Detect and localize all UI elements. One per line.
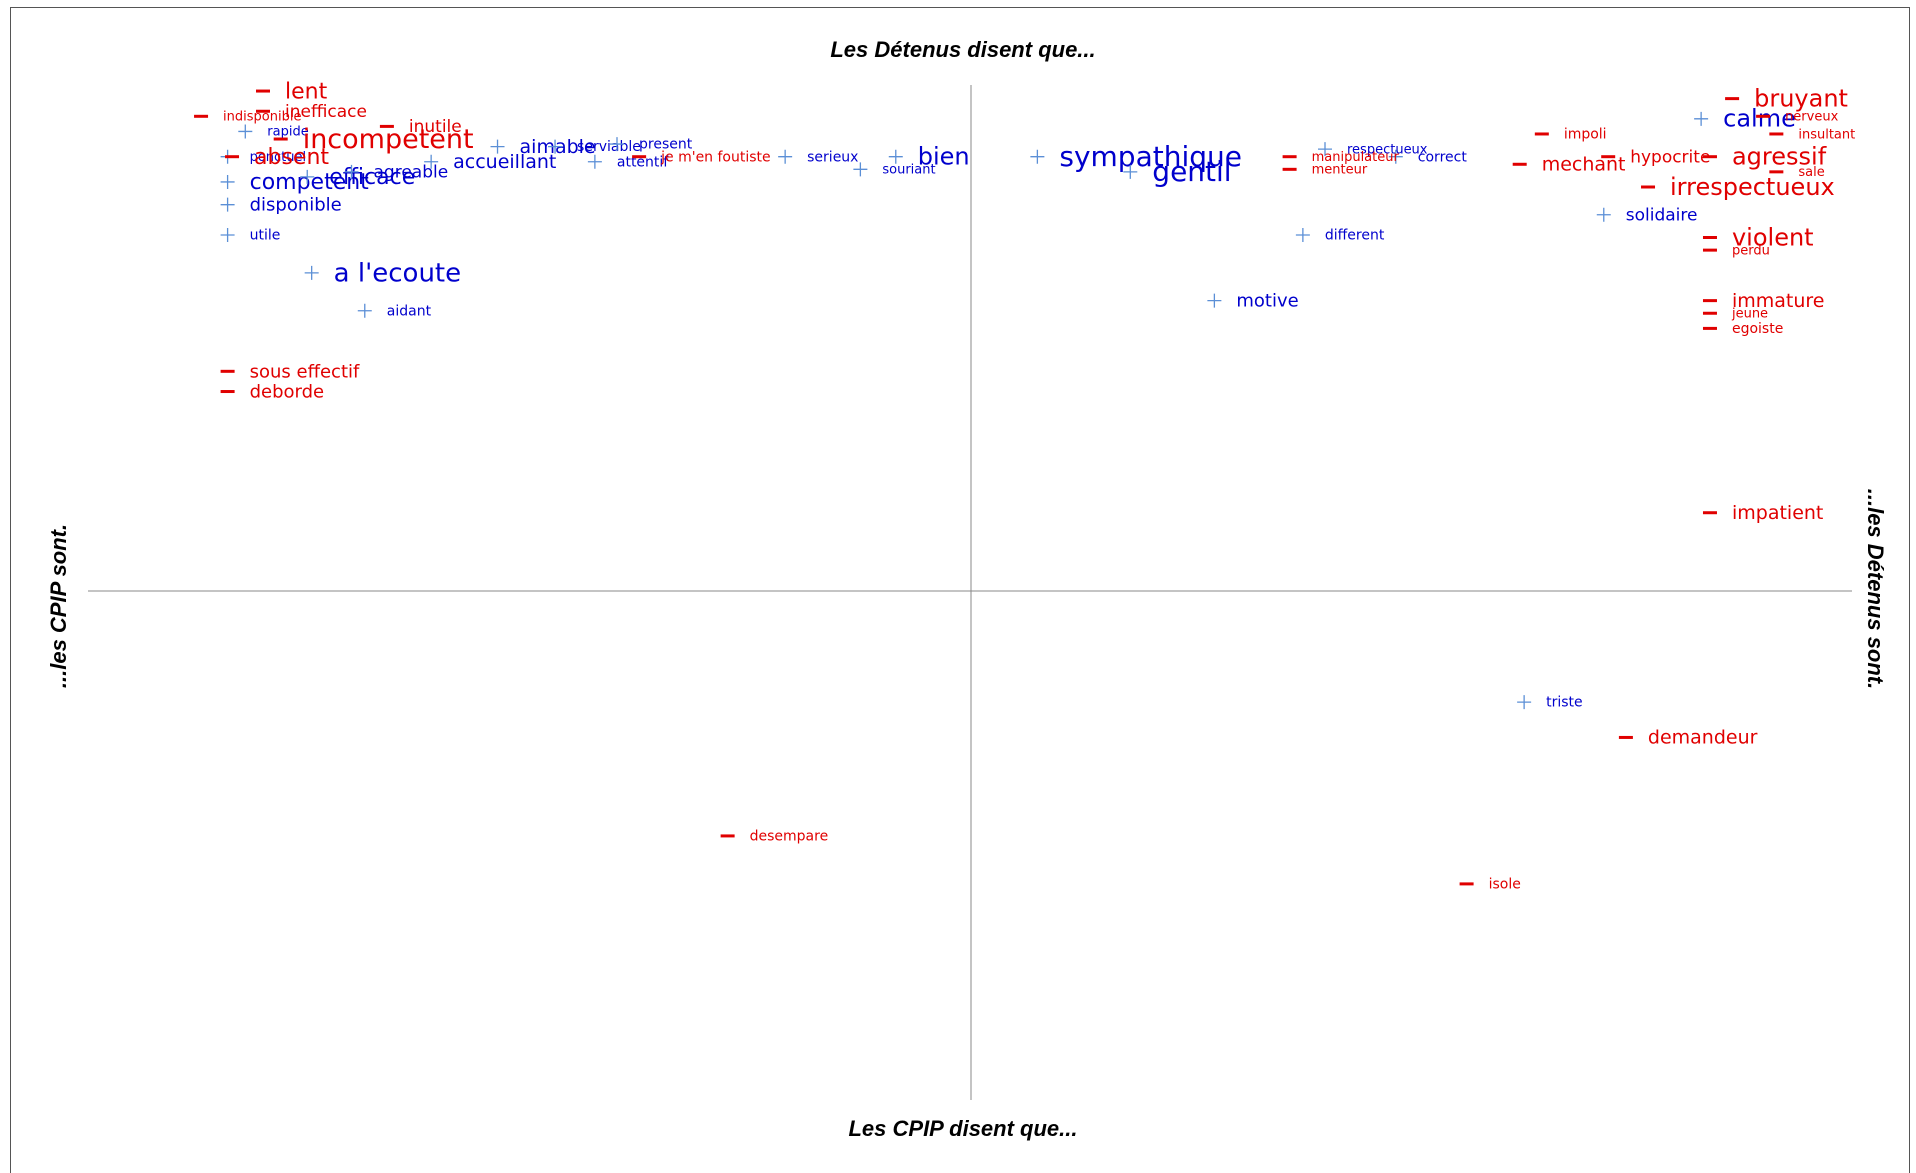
word-label-serviable: serviable xyxy=(577,139,641,155)
left-axis-title: ...les CPIP sont. xyxy=(46,524,71,688)
word-label-competent: competent xyxy=(250,170,370,195)
word-label-bruyant: bruyant xyxy=(1754,85,1848,113)
word-label-perdu: perdu xyxy=(1732,243,1770,258)
plus-marker-competent xyxy=(220,174,235,189)
chart-frame xyxy=(10,7,1910,1173)
plus-marker-agreable xyxy=(344,164,359,179)
word-label-indisponible: indisponible xyxy=(223,110,301,125)
word-label-impatient: impatient xyxy=(1732,502,1823,524)
word-label-violent: violent xyxy=(1732,223,1814,251)
word-label-sous-effectif: sous effectif xyxy=(250,361,360,382)
word-label-je-m-en-foutiste: je m'en foutiste xyxy=(660,149,771,165)
word-label-manipulateur: manipulateur xyxy=(1312,150,1400,165)
word-label-hypocrite: hypocrite xyxy=(1630,147,1710,167)
word-label-lent: lent xyxy=(285,79,328,104)
word-label-agressif: agressif xyxy=(1732,143,1827,171)
word-label-isole: isole xyxy=(1489,877,1521,893)
word-label-insultant: insultant xyxy=(1798,127,1855,142)
word-label-desempare: desempare xyxy=(750,829,829,845)
word-label-inutile: inutile xyxy=(409,117,462,137)
word-label-immature: immature xyxy=(1732,290,1825,312)
plus-marker-triste xyxy=(1517,695,1532,710)
plus-marker-bien xyxy=(888,149,903,164)
word-label-motive: motive xyxy=(1236,291,1298,312)
word-label-disponible: disponible xyxy=(250,195,342,216)
word-label-present: present xyxy=(639,137,693,153)
word-label-utile: utile xyxy=(250,228,281,244)
plus-marker-utile xyxy=(220,227,235,242)
word-label-ponctuel: ponctuel xyxy=(250,150,307,165)
word-label-jeune: jeune xyxy=(1731,307,1768,322)
word-label-respectueux: respectueux xyxy=(1347,142,1428,157)
plus-marker-souriant xyxy=(853,162,868,177)
plus-marker-disponible xyxy=(220,197,235,212)
word-label-calme: calme xyxy=(1723,105,1796,133)
plus-marker-sympathique xyxy=(1030,149,1045,164)
bottom-axis-title: Les CPIP disent que... xyxy=(848,1116,1077,1141)
plus-marker-calme xyxy=(1694,111,1709,126)
word-label-inefficace: inefficace xyxy=(285,102,367,122)
word-label-accueillant: accueillant xyxy=(453,151,556,173)
word-label-a-l-ecoute: a l'ecoute xyxy=(334,258,461,288)
plus-marker-correct xyxy=(1388,149,1403,164)
word-label-nerveux: nerveux xyxy=(1785,110,1839,125)
word-label-bien: bien xyxy=(918,143,970,171)
plus-marker-accueillant xyxy=(424,154,439,169)
plus-marker-serviable xyxy=(548,139,563,154)
word-label-correct: correct xyxy=(1418,149,1468,165)
word-label-different: different xyxy=(1325,228,1385,244)
plus-marker-a-l-ecoute xyxy=(304,265,319,280)
plus-marker-motive xyxy=(1207,293,1222,308)
word-label-menteur: menteur xyxy=(1312,163,1368,178)
word-label-solidaire: solidaire xyxy=(1626,205,1698,225)
word-label-rapide: rapide xyxy=(267,125,308,140)
word-label-mechant: mechant xyxy=(1542,154,1626,176)
plus-marker-efficace xyxy=(300,169,315,184)
word-label-egoiste: egoiste xyxy=(1732,321,1783,337)
word-label-aidant: aidant xyxy=(387,303,432,319)
plus-marker-aimable xyxy=(490,139,505,154)
plus-marker-different xyxy=(1295,227,1310,242)
plus-marker-aidant xyxy=(357,303,372,318)
word-label-attentif: attentif xyxy=(617,154,669,170)
plus-marker-respectueux xyxy=(1318,142,1332,157)
word-label-incompetent: incompetent xyxy=(303,124,474,155)
word-label-souriant: souriant xyxy=(882,163,935,178)
word-label-sympathique: sympathique xyxy=(1059,140,1242,173)
word-label-demandeur: demandeur xyxy=(1648,727,1758,749)
top-axis-title: Les Détenus disent que... xyxy=(830,37,1095,62)
axes xyxy=(88,85,1852,1100)
plus-marker-present xyxy=(610,137,624,152)
word-label-impoli: impoli xyxy=(1564,127,1607,143)
word-label-triste: triste xyxy=(1546,695,1583,711)
word-label-deborde: deborde xyxy=(250,381,325,402)
word-label-agreable: agreable xyxy=(374,162,449,182)
plus-marker-rapide xyxy=(238,124,253,139)
word-label-sale: sale xyxy=(1798,165,1824,180)
plus-marker-attentif xyxy=(587,154,602,169)
plus-marker-solidaire xyxy=(1596,207,1611,222)
word-label-gentil: gentil xyxy=(1152,155,1231,188)
plus-marker-gentil xyxy=(1123,164,1138,179)
plus-marker-serieux xyxy=(778,149,793,164)
word-label-irrespectueux: irrespectueux xyxy=(1670,173,1835,201)
right-axis-title: ...les Détenus sont. xyxy=(1863,489,1888,690)
word-label-absent: absent xyxy=(254,145,329,170)
word-label-efficace: efficace xyxy=(329,165,415,190)
word-label-serieux: serieux xyxy=(807,149,858,165)
